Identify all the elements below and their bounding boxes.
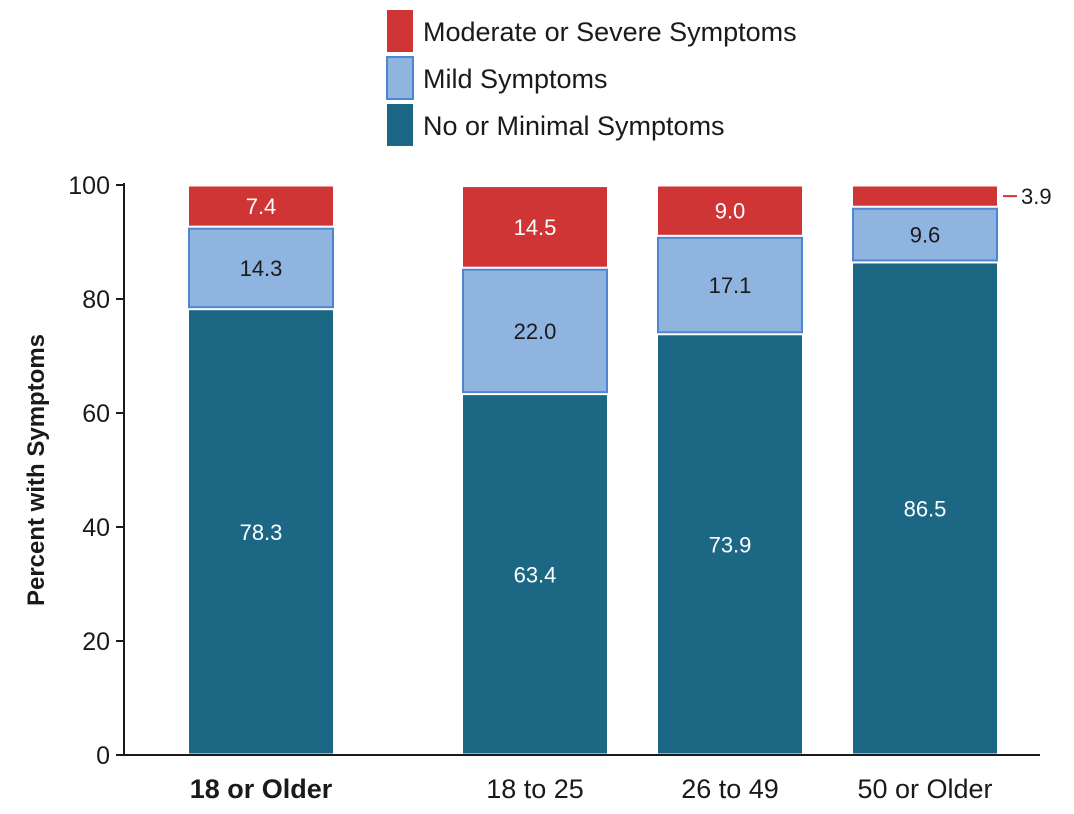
value-label-mild-symptoms-50-or-older: 9.6 <box>910 223 941 248</box>
y-axis: 0 20 40 60 80 100 <box>68 172 125 770</box>
bar-segment-mild-symptoms-26-to-49 <box>657 236 803 334</box>
bar-group-18-or-older: 78.3 14.3 7.4 <box>188 186 334 754</box>
y-tick-label: 40 <box>82 514 110 542</box>
x-tick-label-18-or-older: 18 or Older <box>190 774 333 804</box>
bar-segment-moderate-or-severe-symptoms-26-to-49 <box>658 186 802 235</box>
bar-segment-mild-symptoms-18-to-25 <box>462 268 608 394</box>
value-label-moderate-or-severe-symptoms-50-or-older: 3.9 <box>1021 184 1052 209</box>
x-axis: 18 or Older 18 to 25 26 to 49 50 or Older <box>124 754 1040 804</box>
x-tick-label-26-to-49: 26 to 49 <box>681 774 779 804</box>
value-label-mild-symptoms-18-or-older: 14.3 <box>240 256 283 281</box>
value-label-moderate-or-severe-symptoms-18-to-25: 14.5 <box>514 215 557 240</box>
value-label-no-or-minimal-symptoms-18-to-25: 63.4 <box>514 562 557 587</box>
bar-segment-no-or-minimal-symptoms-26-to-49 <box>658 335 802 754</box>
bar-segment-no-or-minimal-symptoms-18-to-25 <box>463 395 607 754</box>
value-label-mild-symptoms-18-to-25: 22.0 <box>514 319 557 344</box>
value-label-mild-symptoms-26-to-49: 17.1 <box>709 273 752 298</box>
bar-group-18-to-25: 63.4 22.0 14.5 <box>462 187 608 754</box>
y-tick-label: 60 <box>82 400 110 428</box>
bar-segment-no-or-minimal-symptoms-50-or-older <box>853 263 997 754</box>
bar-segment-moderate-or-severe-symptoms-50-or-older <box>853 186 997 206</box>
legend-label-mild-symptoms: Mild Symptoms <box>423 64 608 94</box>
bars: 78.3 14.3 7.4 63.4 22.0 14.5 73.9 17.1 9.0 86.5 9.… <box>188 184 1052 754</box>
y-axis-label: Percent with Symptoms <box>23 334 50 606</box>
value-label-no-or-minimal-symptoms-18-or-older: 78.3 <box>240 520 283 545</box>
y-tick-label: 20 <box>82 628 110 656</box>
bar-segment-mild-symptoms-50-or-older <box>852 207 998 262</box>
legend-item-no-or-minimal-symptoms: No or Minimal Symptoms <box>387 104 725 146</box>
legend-item-mild-symptoms: Mild Symptoms <box>386 56 608 100</box>
x-tick-label-50-or-older: 50 or Older <box>857 774 992 804</box>
value-label-moderate-or-severe-symptoms-26-to-49: 9.0 <box>715 199 746 224</box>
bar-segment-mild-symptoms-18-or-older <box>188 227 334 309</box>
legend-item-moderate-or-severe-symptoms: Moderate or Severe Symptoms <box>387 10 797 52</box>
y-tick-label: 100 <box>68 172 110 200</box>
legend-swatch-no-or-minimal-symptoms <box>387 104 413 146</box>
bar-segment-no-or-minimal-symptoms-18-or-older <box>189 310 333 754</box>
bar-segment-moderate-or-severe-symptoms-18-or-older <box>189 186 333 226</box>
value-label-moderate-or-severe-symptoms-18-or-older: 7.4 <box>246 194 277 219</box>
chart-legend: Moderate or Severe Symptoms Mild Symptoms… <box>386 10 797 146</box>
legend-swatch-moderate-or-severe-symptoms <box>387 10 413 52</box>
legend-label-no-or-minimal-symptoms: No or Minimal Symptoms <box>423 111 725 141</box>
bar-group-50-or-older: 86.5 9.6 3.9 <box>852 184 1052 754</box>
x-tick-label-18-to-25: 18 to 25 <box>486 774 584 804</box>
legend-swatch-mild-symptoms <box>386 56 414 100</box>
value-label-no-or-minimal-symptoms-26-to-49: 73.9 <box>709 532 752 557</box>
bar-group-26-to-49: 73.9 17.1 9.0 <box>657 186 803 754</box>
bar-segment-moderate-or-severe-symptoms-18-to-25 <box>463 187 607 267</box>
y-tick-label: 80 <box>82 286 110 314</box>
value-label-no-or-minimal-symptoms-50-or-older: 86.5 <box>904 496 947 521</box>
y-tick-label: 0 <box>96 742 110 770</box>
legend-label-moderate-or-severe-symptoms: Moderate or Severe Symptoms <box>423 17 797 47</box>
